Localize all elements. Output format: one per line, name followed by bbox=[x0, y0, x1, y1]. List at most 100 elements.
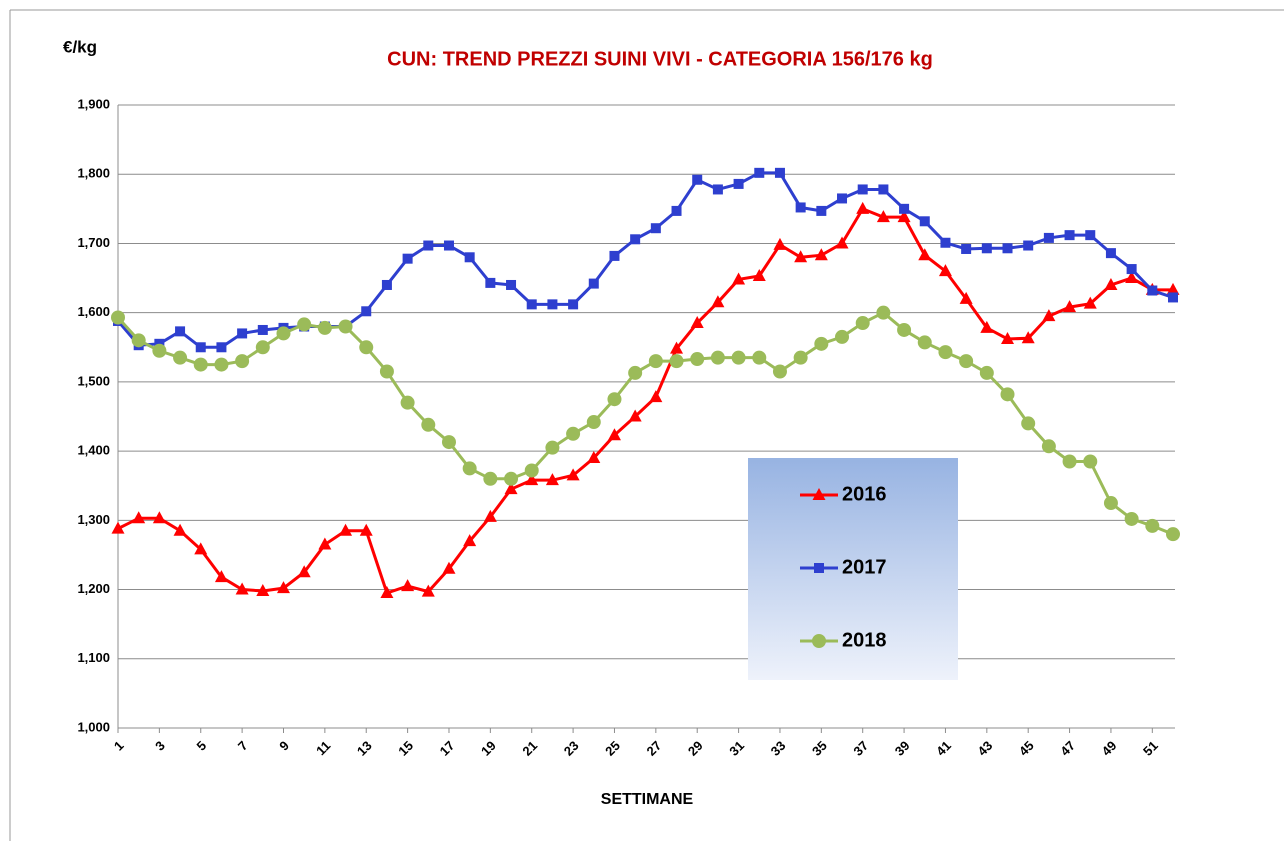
x-tick-label: 51 bbox=[1140, 738, 1161, 759]
x-tick-label: 15 bbox=[395, 738, 416, 759]
marker bbox=[1043, 232, 1054, 243]
x-tick-label: 25 bbox=[602, 738, 623, 759]
marker bbox=[526, 299, 537, 310]
marker bbox=[402, 253, 413, 264]
chart-title: CUN: TREND PREZZI SUINI VIVI - CATEGORIA… bbox=[387, 48, 933, 70]
marker bbox=[256, 583, 270, 596]
x-tick-label: 9 bbox=[276, 738, 292, 754]
y-tick-label: 1,900 bbox=[77, 96, 110, 111]
marker bbox=[1124, 511, 1139, 526]
legend-label: 2016 bbox=[842, 483, 887, 505]
marker bbox=[463, 534, 477, 547]
marker bbox=[917, 335, 932, 350]
marker bbox=[712, 184, 723, 195]
y-tick-label: 1,400 bbox=[77, 443, 110, 458]
x-tick-label: 5 bbox=[194, 738, 210, 754]
marker bbox=[421, 417, 436, 432]
marker bbox=[857, 184, 868, 195]
marker bbox=[919, 216, 930, 227]
marker bbox=[1125, 271, 1139, 284]
marker bbox=[1021, 331, 1035, 344]
marker bbox=[442, 561, 456, 574]
marker bbox=[814, 248, 828, 261]
marker bbox=[131, 333, 146, 348]
marker bbox=[876, 305, 891, 320]
marker bbox=[1001, 331, 1015, 344]
marker bbox=[235, 354, 250, 369]
legend-marker bbox=[812, 488, 826, 500]
marker bbox=[690, 316, 704, 329]
marker bbox=[441, 435, 456, 450]
x-tick-label: 49 bbox=[1099, 738, 1120, 759]
marker bbox=[379, 364, 394, 379]
y-tick-label: 1,300 bbox=[77, 512, 110, 527]
legend-label: 2018 bbox=[842, 629, 887, 651]
marker bbox=[1062, 454, 1077, 469]
marker bbox=[793, 350, 808, 365]
marker bbox=[837, 193, 848, 204]
x-tick-label: 39 bbox=[892, 738, 913, 759]
marker bbox=[401, 579, 415, 592]
marker bbox=[732, 272, 746, 285]
marker bbox=[1000, 387, 1015, 402]
series-line bbox=[116, 310, 1174, 536]
x-tick-label: 47 bbox=[1057, 738, 1078, 759]
marker bbox=[421, 584, 435, 597]
marker bbox=[359, 523, 373, 536]
marker bbox=[566, 426, 581, 441]
marker bbox=[1021, 416, 1036, 431]
marker bbox=[504, 471, 519, 486]
y-tick-label: 1,100 bbox=[77, 650, 110, 665]
marker bbox=[566, 468, 580, 481]
marker bbox=[1042, 309, 1056, 322]
y-tick-label: 1,700 bbox=[77, 235, 110, 250]
x-tick-label: 7 bbox=[235, 738, 251, 754]
marker bbox=[650, 223, 661, 234]
marker bbox=[795, 202, 806, 213]
marker bbox=[547, 299, 558, 310]
marker bbox=[814, 336, 829, 351]
marker bbox=[1103, 496, 1118, 511]
marker bbox=[752, 268, 766, 281]
marker bbox=[483, 471, 498, 486]
marker bbox=[525, 473, 539, 486]
x-tick-label: 11 bbox=[313, 738, 333, 758]
marker bbox=[1126, 264, 1137, 275]
x-tick-label: 3 bbox=[152, 738, 168, 754]
marker bbox=[938, 345, 953, 360]
marker bbox=[193, 357, 208, 372]
marker bbox=[628, 365, 643, 380]
x-tick-label: 19 bbox=[478, 738, 499, 759]
marker bbox=[979, 365, 994, 380]
marker bbox=[1002, 243, 1013, 254]
marker bbox=[462, 461, 477, 476]
marker bbox=[297, 565, 311, 578]
x-tick-label: 43 bbox=[975, 738, 996, 759]
marker bbox=[1041, 439, 1056, 454]
marker bbox=[545, 440, 560, 455]
marker bbox=[959, 354, 974, 369]
marker bbox=[980, 320, 994, 333]
marker bbox=[670, 341, 684, 354]
marker bbox=[359, 340, 374, 355]
marker bbox=[1063, 300, 1077, 313]
x-tick-label: 1 bbox=[111, 738, 127, 754]
marker bbox=[152, 511, 166, 524]
marker bbox=[856, 201, 870, 214]
marker bbox=[671, 205, 682, 216]
marker bbox=[111, 310, 125, 325]
marker bbox=[733, 178, 744, 189]
marker bbox=[485, 277, 496, 288]
marker bbox=[195, 342, 206, 353]
y-tick-label: 1,800 bbox=[77, 166, 110, 181]
x-tick-label: 31 bbox=[726, 738, 747, 759]
marker bbox=[630, 234, 641, 245]
marker bbox=[1064, 230, 1075, 241]
marker bbox=[588, 278, 599, 289]
marker bbox=[214, 570, 228, 583]
y-tick-label: 1,500 bbox=[77, 373, 110, 388]
marker bbox=[423, 240, 434, 251]
y-axis-label: €/kg bbox=[63, 37, 97, 56]
